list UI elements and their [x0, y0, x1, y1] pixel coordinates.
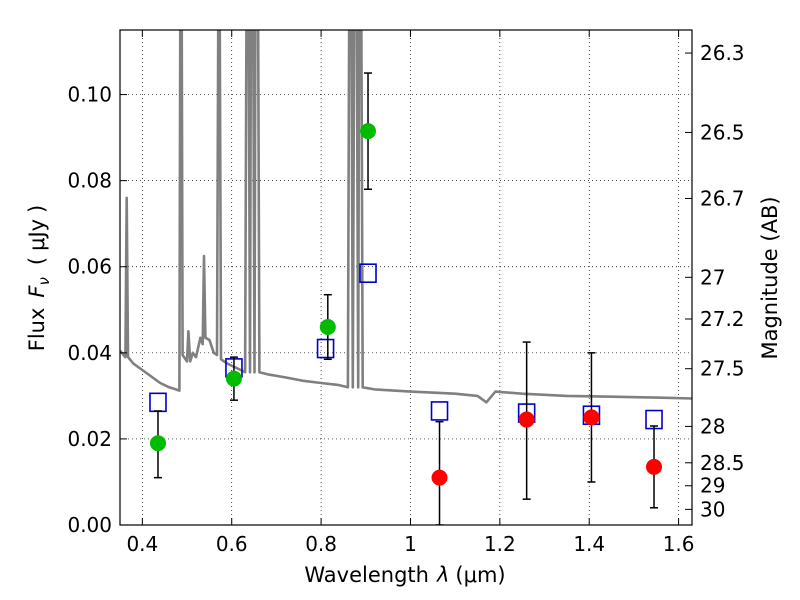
y2-tick-label: 26.5: [700, 120, 745, 144]
x-tick-label: 1.2: [484, 532, 516, 556]
x-tick-label: 0.4: [126, 532, 158, 556]
y2-tick-label: 30: [700, 497, 725, 521]
model-photometry-square: [359, 263, 377, 283]
x-axis-label: Wavelength λ (μm): [304, 563, 505, 587]
red-data-point: [518, 411, 535, 428]
y2-tick-label: 27: [700, 265, 725, 289]
y2-tick-label: 27.5: [700, 357, 745, 381]
x-tick-label: 1.4: [573, 532, 605, 556]
x-tick-label: 0.8: [305, 532, 337, 556]
y2-tick-label: 26.3: [700, 41, 745, 65]
y2-axis-label: Magnitude (AB): [758, 196, 782, 359]
y-tick-label: 0.04: [67, 341, 112, 365]
green-data-point: [360, 123, 377, 140]
red-data-point: [583, 409, 600, 426]
y2-tick-label: 27.2: [700, 307, 745, 331]
plot-area: [120, 30, 692, 525]
y-tick-label: 0.02: [67, 427, 112, 451]
model-photometry-square: [430, 401, 449, 421]
y2-tick-label: 29: [700, 474, 725, 498]
tick-marks: [120, 30, 692, 526]
green-data-point: [225, 370, 242, 387]
y-axis-label: FluxFν(μJy): [25, 205, 53, 352]
x-tick-label: 1.6: [663, 532, 695, 556]
red-data-point: [431, 469, 448, 486]
x-tick-label: 0.6: [216, 532, 248, 556]
y2-tick-label: 26.7: [700, 186, 745, 210]
green-data-point: [319, 319, 336, 335]
y2-tick-label: 28.5: [700, 451, 745, 475]
y2-tick-label: 28: [700, 414, 725, 438]
y-tick-label: 0.10: [67, 83, 112, 107]
x-tick-label: 1: [404, 532, 417, 556]
model-photometry-square: [316, 338, 335, 359]
green-data-point: [149, 435, 166, 452]
red-data-point: [646, 458, 663, 475]
y-tick-label: 0.00: [67, 513, 112, 537]
y-tick-label: 0.06: [67, 255, 112, 279]
model-spectrum-line: [120, 30, 692, 404]
y-tick-label: 0.08: [67, 169, 112, 193]
